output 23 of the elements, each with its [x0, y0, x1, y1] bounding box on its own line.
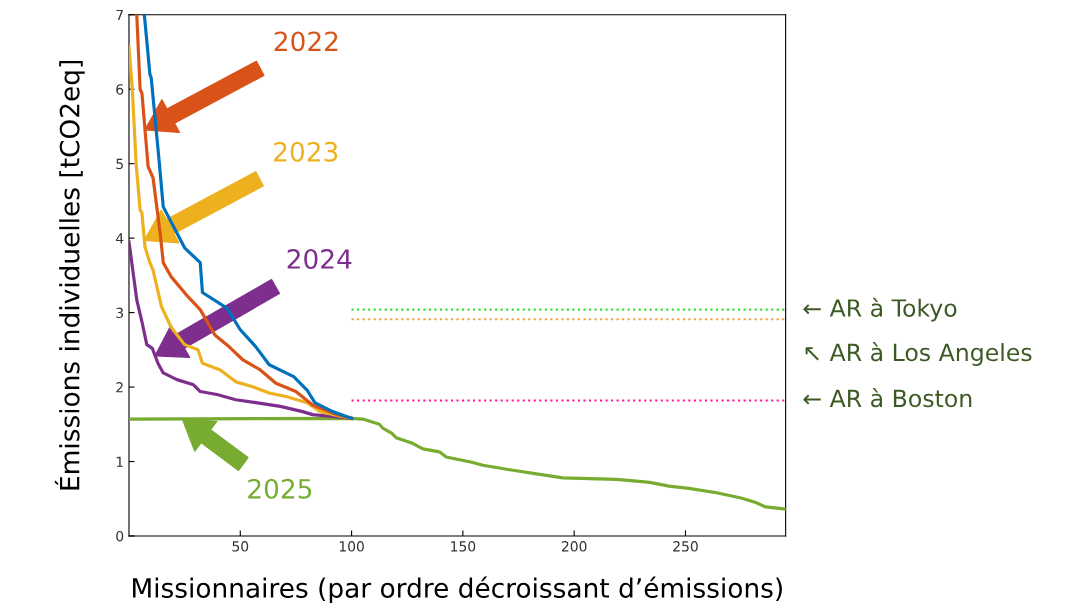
ref-line-label: ↖ AR à Los Angeles	[805, 342, 1032, 366]
line-series	[128, 416, 786, 511]
x-axis-title: Missionnaires (par ordre décroissant d’émissions)	[133, 576, 782, 604]
x-tick-label: 150	[451, 541, 476, 552]
y-tick-label: 6	[116, 84, 124, 95]
x-tick-label: 250	[673, 541, 698, 552]
text: 2024	[287, 249, 352, 269]
x-tick-label: 200	[561, 541, 587, 552]
y-tick-label: 5	[116, 158, 123, 170]
y-tick-label: 7	[116, 9, 123, 21]
y-tick-label: 3	[116, 307, 124, 319]
text: 2025	[248, 478, 312, 499]
text: 2023	[274, 141, 338, 162]
y-tick-label: 2	[116, 382, 123, 393]
y-axis-title: Émissions individuelles [tCO2eq]	[54, 60, 85, 490]
x-tick-label: 50	[232, 541, 249, 552]
text: 2022	[274, 31, 338, 52]
ref-line-label: ← AR à Tokyo	[803, 297, 957, 322]
y-tick-label: 1	[116, 456, 123, 467]
x-tick-label: 100	[339, 541, 364, 552]
y-tick-label: 0	[116, 530, 124, 542]
y-tick-label: 4	[115, 233, 124, 244]
ref-line-label: ← AR à Boston	[803, 388, 972, 408]
